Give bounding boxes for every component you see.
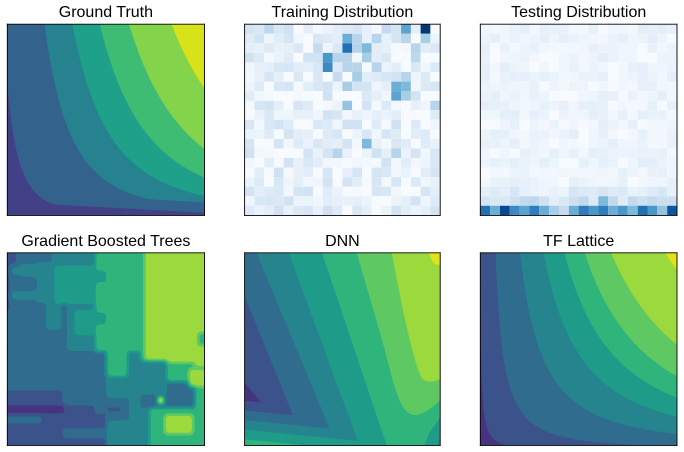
svg-text:Testing Distribution: Testing Distribution <box>511 4 646 21</box>
svg-text:DNN: DNN <box>325 233 360 250</box>
svg-text:TF Lattice: TF Lattice <box>543 233 614 250</box>
svg-text:Gradient Boosted Trees: Gradient Boosted Trees <box>21 233 190 250</box>
svg-text:Training Distribution: Training Distribution <box>272 4 414 21</box>
svg-text:Ground Truth: Ground Truth <box>59 4 153 21</box>
